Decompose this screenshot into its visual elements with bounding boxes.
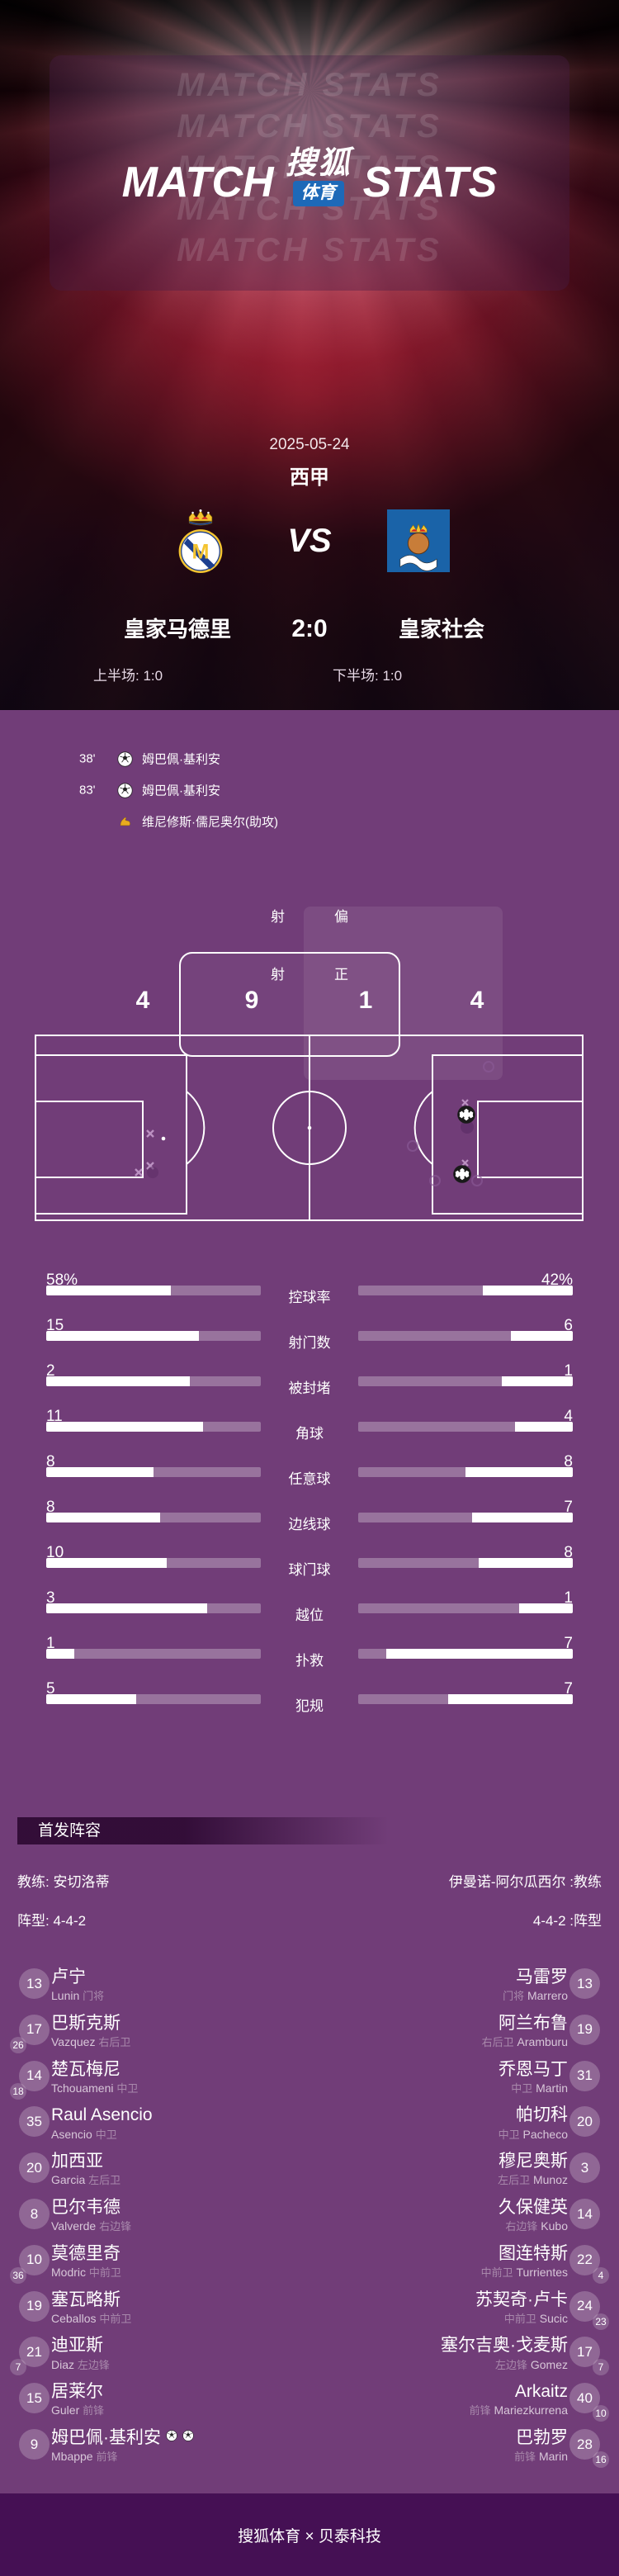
svg-text:M: M: [192, 540, 210, 563]
